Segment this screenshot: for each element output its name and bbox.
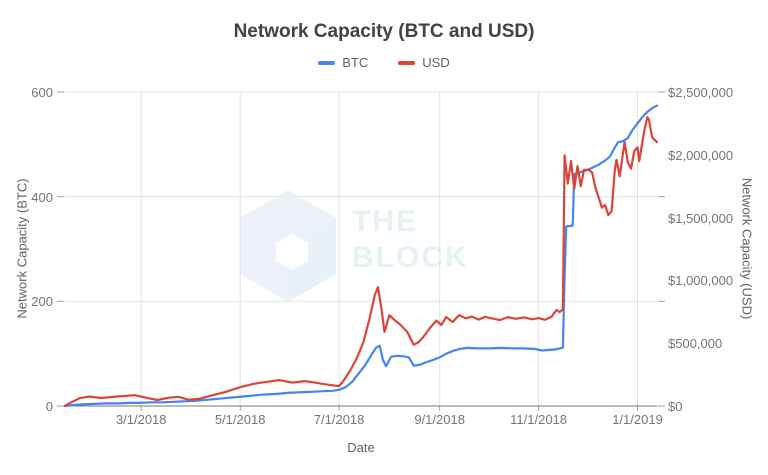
watermark-line-the: THE bbox=[352, 205, 418, 238]
legend: BTC USD bbox=[0, 55, 768, 70]
watermark-line-block: BLOCK bbox=[352, 241, 469, 274]
legend-label-usd: USD bbox=[422, 55, 450, 70]
x-axis-title: Date bbox=[347, 440, 375, 455]
series-line-usd bbox=[63, 116, 659, 407]
series-line-btc bbox=[63, 104, 659, 408]
chart-title: Network Capacity (BTC and USD) bbox=[233, 21, 535, 42]
y-right-axis-title: Network Capacity (USD) bbox=[739, 177, 755, 320]
legend-label-btc: BTC bbox=[342, 55, 369, 70]
btc-line-swatch-icon bbox=[318, 60, 336, 65]
block-cube-icon bbox=[240, 190, 336, 302]
watermark-wordmark: THE BLOCK bbox=[352, 204, 469, 276]
usd-line-swatch-icon bbox=[398, 60, 416, 65]
legend-item-usd[interactable]: USD bbox=[398, 55, 450, 70]
legend-item-btc[interactable]: BTC bbox=[318, 55, 368, 70]
y-left-axis-title: Network Capacity (BTC) bbox=[14, 178, 30, 319]
